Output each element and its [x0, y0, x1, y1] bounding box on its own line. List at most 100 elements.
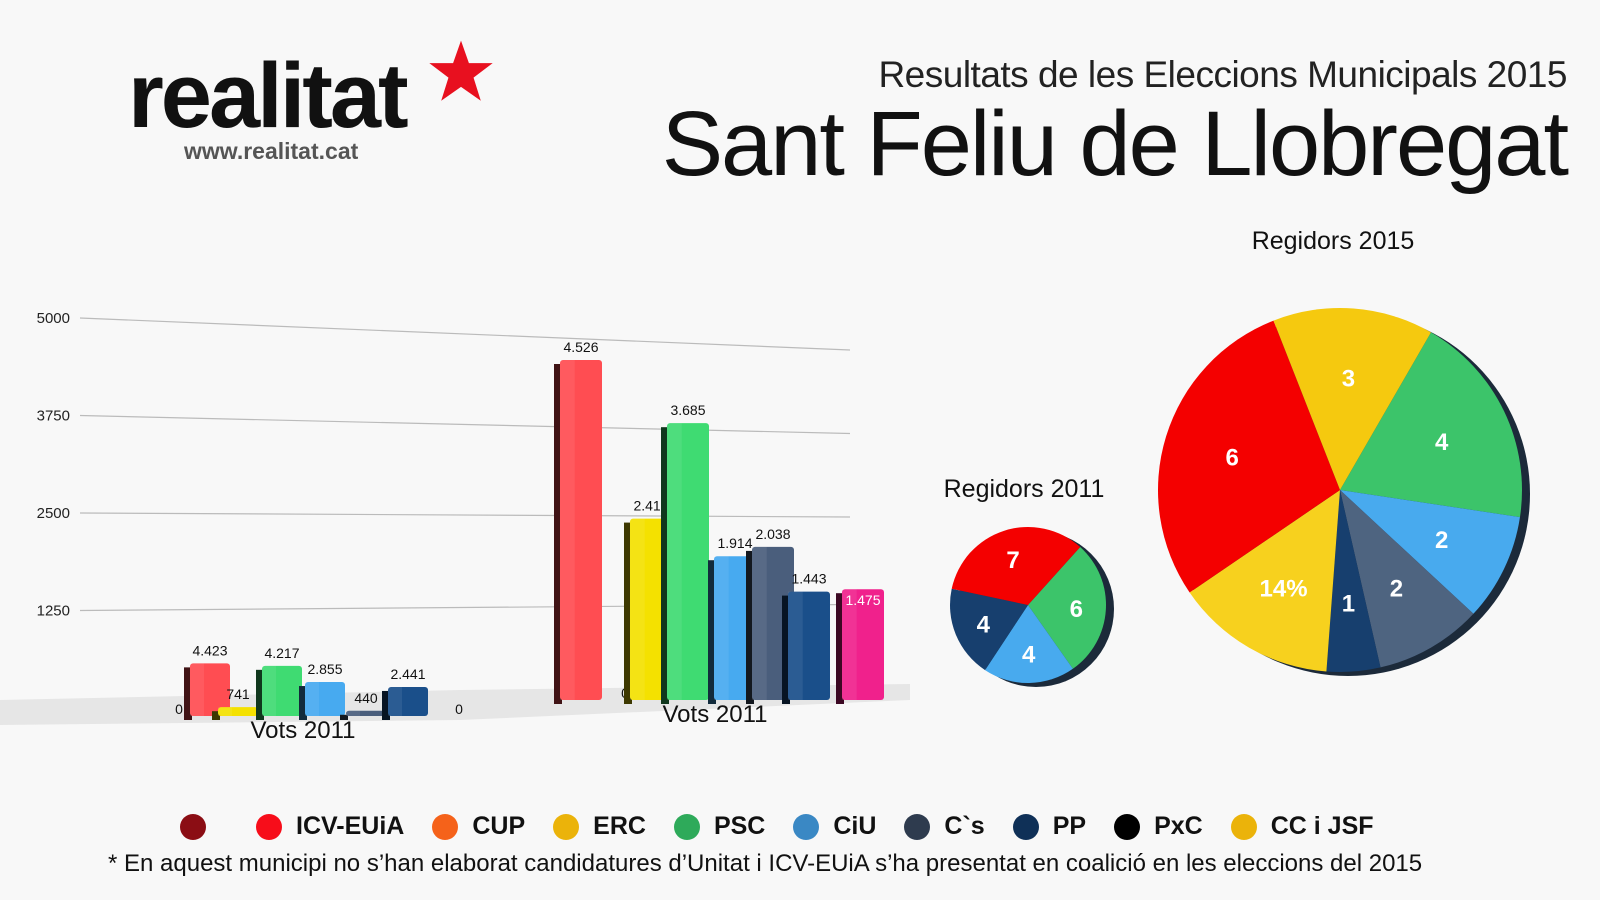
bar-value-label: 2.855	[307, 661, 342, 677]
pie-slice-label: 6	[1070, 596, 1083, 623]
pie-slice-psc	[1028, 547, 1106, 669]
bar-ciu	[305, 682, 345, 716]
bar-pp	[388, 686, 428, 716]
pie-slice-ciu	[985, 605, 1073, 684]
pie-slice-erc	[1273, 307, 1431, 490]
bar-side	[212, 711, 220, 720]
bar-highlight	[305, 682, 319, 716]
pie-slice-psc	[1340, 332, 1522, 518]
gridline	[79, 414, 851, 435]
bar-highlight	[560, 360, 575, 700]
pie-slice-label: 4	[977, 611, 991, 638]
bar-side	[256, 669, 264, 720]
legend-item: PSC	[673, 812, 766, 841]
bar-side	[661, 427, 669, 704]
pie-slice-icveuia	[1158, 320, 1340, 593]
bar-side	[554, 364, 562, 704]
bar-side	[708, 560, 716, 704]
bar-value-label: 4.217	[264, 645, 299, 661]
pie-slice-label: 3	[1342, 365, 1355, 392]
legend-label: CC i JSF	[1270, 812, 1374, 840]
bar-value-label: 0	[455, 701, 463, 717]
pie-slice-cs	[1340, 490, 1474, 668]
bar-value-label: 2.038	[755, 526, 790, 542]
bar-side	[624, 522, 632, 704]
bar-value-label: 3.685	[670, 402, 705, 418]
legend-label: CUP	[472, 812, 526, 840]
legend-item: PxC	[1114, 812, 1203, 841]
legend-item: PP	[1012, 812, 1087, 841]
pie-slice-label: 6	[1225, 445, 1238, 472]
legend-dot-icon	[904, 813, 931, 840]
bar-highlight	[388, 686, 402, 716]
pie-slice-ciu	[1340, 490, 1520, 614]
legend-label: PSC	[713, 812, 766, 840]
legend-item: CiU	[793, 812, 876, 841]
legend-dot-icon	[180, 813, 206, 840]
pie-slice-label: 2	[1390, 576, 1403, 603]
legend-dot-icon	[673, 813, 700, 840]
legend-item: CC i JSF	[1230, 812, 1374, 841]
bar-highlight	[262, 665, 276, 716]
legend-item: CUP	[432, 812, 525, 841]
bar-pp	[788, 591, 830, 700]
bar-ciu	[714, 556, 756, 700]
pie-chart-2011: 6 4 4 7	[949, 527, 1114, 687]
bar-side	[746, 550, 754, 704]
bar-erc	[218, 707, 258, 716]
gridline	[79, 317, 851, 351]
bar-highlight	[190, 663, 204, 716]
pie-slice-pp	[949, 588, 1028, 671]
pie-slice-label: 4	[1022, 641, 1036, 668]
legend-dot-icon	[256, 813, 282, 840]
bar-icveuia	[560, 360, 602, 700]
x-axis-label-1: Vots 2011	[251, 717, 356, 744]
bar-cs	[346, 710, 386, 716]
legend-label: ICV-EUiA	[296, 812, 405, 840]
logo-text: realitat	[128, 45, 409, 147]
legend-label: PP	[1052, 812, 1087, 840]
bar-side	[382, 690, 390, 720]
bar-highlight	[346, 710, 360, 716]
legend-item: ERC	[553, 812, 646, 841]
footnote: * En aquest municipi no s’han elaborat c…	[108, 850, 1423, 877]
pie-chart-2015: 4 2 2 1 14% 6 3	[1158, 307, 1530, 676]
y-tick-label: 2500	[37, 505, 70, 522]
bar-side	[836, 593, 844, 704]
legend-item: ICV-EUiA	[256, 812, 404, 841]
bar-value-label: 2.441	[390, 666, 425, 682]
legend-dot-icon	[553, 813, 580, 840]
pie-title-2011: Regidors 2011	[944, 475, 1105, 503]
pie-slice-label: 2	[1435, 527, 1448, 554]
legend-label: ERC	[593, 812, 646, 840]
bar-value-label: 1.475	[845, 592, 880, 608]
bar-highlight	[788, 591, 803, 700]
legend-label: C`s	[944, 812, 985, 840]
pie-slice-label: 1	[1342, 591, 1355, 618]
bar-highlight	[714, 556, 729, 700]
legend-dot-icon	[432, 813, 459, 840]
page-subtitle: Resultats de les Eleccions Municipals 20…	[878, 54, 1567, 95]
bar-psc	[667, 423, 709, 700]
legend-dot-icon	[1114, 813, 1141, 840]
legend-item	[180, 813, 220, 840]
legend-item: C`s	[904, 812, 985, 841]
x-axis-label-2: Vots 2011	[663, 701, 768, 728]
pie-slice-icveuia	[951, 527, 1081, 605]
pie-slice-label: 4	[1435, 429, 1449, 456]
bar-highlight	[218, 707, 232, 716]
legend-label: PxC	[1154, 812, 1203, 840]
bar-value-label: 741	[226, 686, 250, 702]
bar-value-label: 4.423	[192, 642, 227, 658]
bar-value-label: 1.443	[791, 571, 826, 587]
bar-side	[184, 667, 192, 720]
bar-value-label: 440	[354, 690, 378, 706]
bar-side	[340, 714, 348, 720]
legend-label: CiU	[833, 812, 877, 840]
bar-chart-1: 4.423 0 741 4.217 2.855 440 2.441 0	[175, 642, 463, 720]
star-icon	[429, 40, 493, 101]
bar-highlight	[752, 546, 767, 700]
bar-highlight	[630, 518, 645, 700]
